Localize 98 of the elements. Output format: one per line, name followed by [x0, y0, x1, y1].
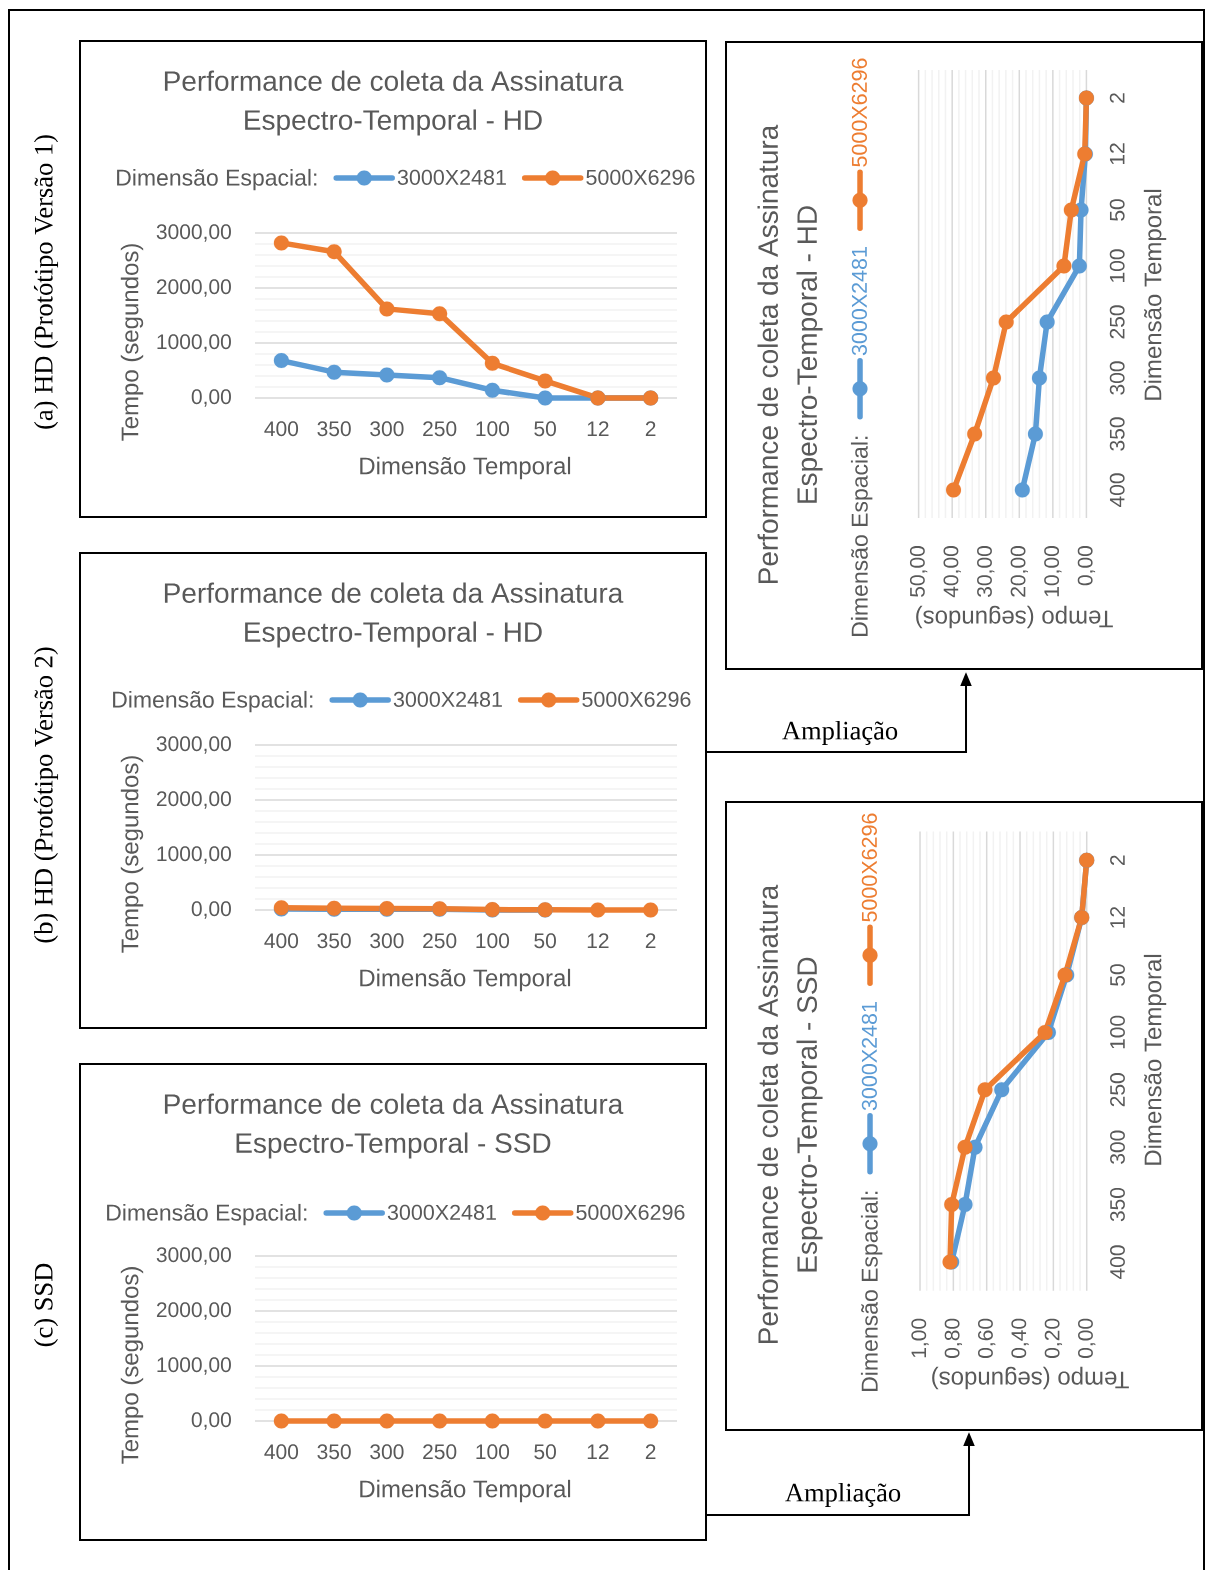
y-tick-label: 250: [1109, 305, 1125, 339]
legend-label: 5000X6296: [576, 1204, 685, 1220]
x-tick-label: 0,80: [944, 1318, 963, 1358]
text: Ampliação: [785, 1482, 901, 1508]
x-tick-label: 100: [476, 421, 510, 437]
x-tick-label: 250: [423, 1444, 457, 1460]
x-axis-title: Dimensão Temporal: [360, 968, 571, 992]
x-axis-title: Tempo (segundos): [916, 605, 1113, 629]
x-tick-label: 0,00: [1077, 546, 1096, 586]
x-tick-label: 12: [587, 421, 609, 436]
x-tick-label: 350: [317, 933, 351, 949]
x-axis-title: Dimensão Temporal: [360, 1479, 571, 1503]
y-tick-label: 2: [1109, 93, 1125, 103]
y-axis-title: Dimensão Temporal: [1143, 189, 1167, 400]
x-tick-label: 0,20: [1044, 1318, 1063, 1358]
x-tick-label: 400: [264, 421, 299, 437]
y-tick-label: 0,00: [191, 901, 231, 919]
x-tick-label: 100: [476, 933, 510, 949]
x-tick-label: 0,40: [1011, 1318, 1029, 1358]
legend-title: Dimensão Espacial:: [860, 1191, 883, 1391]
y-tick-label: 1000,00: [157, 334, 231, 352]
legend-label: 5000X6296: [582, 691, 691, 707]
text: Ampliação: [782, 720, 898, 746]
y-tick-label: 3000,00: [156, 1247, 231, 1265]
y-tick-label: 100: [1109, 249, 1125, 282]
text: Performance de coleta da Assinatura Espectro-Temporal - SSD: [757, 884, 823, 1344]
y-tick-label: 2000,00: [156, 791, 231, 809]
x-axis-title: Tempo (segundos): [932, 1366, 1129, 1390]
legend-title: Dimensão Espacial:: [107, 1203, 307, 1226]
text: 3000X2481: [861, 1002, 877, 1111]
x-tick-label: 2: [645, 1444, 656, 1459]
x-tick-label: 2: [645, 933, 656, 948]
x-tick-label: 250: [423, 421, 457, 437]
x-tick-label: 50,00: [909, 546, 928, 597]
x-axis-title: Dimensão Temporal: [360, 456, 571, 480]
chart-title: Performance de coleta da Assinatura Espectro-Temporal - SSD: [164, 1093, 624, 1159]
x-tick-label: 50: [534, 933, 556, 949]
y-tick-label: 3000,00: [156, 224, 231, 242]
y-tick-label: 300: [1109, 361, 1125, 395]
legend-label: 5000X6296: [586, 169, 695, 185]
x-tick-label: 300: [370, 1444, 404, 1460]
x-tick-label: 250: [423, 933, 457, 949]
legend-title: Dimensão Espacial:: [117, 168, 317, 191]
x-tick-label: 12: [587, 1444, 609, 1459]
y-tick-label: 12: [1109, 143, 1125, 165]
y-tick-label: 1000,00: [157, 1357, 231, 1375]
x-tick-label: 300: [370, 933, 404, 949]
x-tick-label: 2: [645, 421, 656, 436]
x-tick-label: 300: [370, 421, 404, 437]
x-tick-label: 40,00: [943, 546, 961, 598]
chart-title: Performance de coleta da Assinatura Espectro-Temporal - HD: [164, 70, 624, 136]
x-tick-label: 100: [476, 1444, 510, 1460]
text: 3000X2481: [851, 247, 867, 356]
y-tick-label: 300: [1110, 1130, 1125, 1164]
x-tick-label: 0,60: [978, 1318, 996, 1358]
x-tick-label: 350: [317, 421, 351, 437]
x-tick-label: 0,00: [1078, 1318, 1096, 1358]
y-tick-label: 350: [1110, 1187, 1125, 1222]
legend-label: 3000X2481: [393, 691, 502, 707]
text: (a) HD (Protótipo Versão 1): [33, 135, 59, 429]
y-axis-title: Tempo (segundos): [120, 756, 144, 953]
y-tick-label: 0,00: [191, 389, 231, 407]
x-tick-label: 10,00: [1044, 546, 1062, 597]
x-tick-label: 50: [534, 1444, 556, 1460]
text: 5000X6296: [861, 813, 877, 922]
y-tick-label: 2: [1110, 855, 1125, 865]
text: (c) SSD: [33, 1263, 59, 1347]
y-tick-label: 3000,00: [156, 736, 231, 754]
chart-title: Performance de coleta da Assinatura Espectro-Temporal - HD: [164, 582, 624, 648]
legend-title: Dimensão Espacial:: [850, 436, 873, 636]
y-tick-label: 250: [1110, 1073, 1125, 1107]
y-tick-label: 50: [1110, 964, 1125, 986]
y-tick-label: 2000,00: [156, 1302, 231, 1320]
y-tick-label: 400: [1109, 473, 1125, 508]
y-axis-title: Tempo (segundos): [120, 244, 144, 441]
text: Performance de coleta da Assinatura Espectro-Temporal - HD: [757, 124, 823, 584]
x-tick-label: 1,00: [911, 1318, 929, 1358]
x-tick-label: 50: [534, 421, 556, 437]
x-tick-label: 400: [264, 1444, 299, 1460]
y-tick-label: 50: [1109, 199, 1125, 221]
legend-label: 3000X2481: [387, 1204, 496, 1220]
y-axis-title: Tempo (segundos): [120, 1267, 144, 1464]
x-tick-label: 400: [264, 933, 299, 949]
y-tick-label: 1000,00: [157, 846, 231, 864]
legend-title: Dimensão Espacial:: [113, 690, 313, 713]
y-tick-label: 2000,00: [156, 279, 231, 297]
legend-label: 3000X2481: [397, 169, 506, 185]
x-tick-label: 20,00: [1010, 546, 1028, 597]
y-tick-label: 400: [1110, 1245, 1125, 1280]
x-tick-label: 12: [587, 933, 609, 948]
y-axis-title: Dimensão Temporal: [1143, 954, 1167, 1165]
text: (b) HD (Protótipo Versão 2): [33, 647, 59, 943]
y-tick-label: 100: [1110, 1015, 1125, 1049]
y-tick-label: 12: [1110, 906, 1125, 928]
x-tick-label: 350: [317, 1444, 351, 1460]
y-tick-label: 0,00: [191, 1412, 231, 1430]
x-tick-label: 30,00: [977, 546, 995, 597]
text: 5000X6296: [851, 58, 867, 167]
